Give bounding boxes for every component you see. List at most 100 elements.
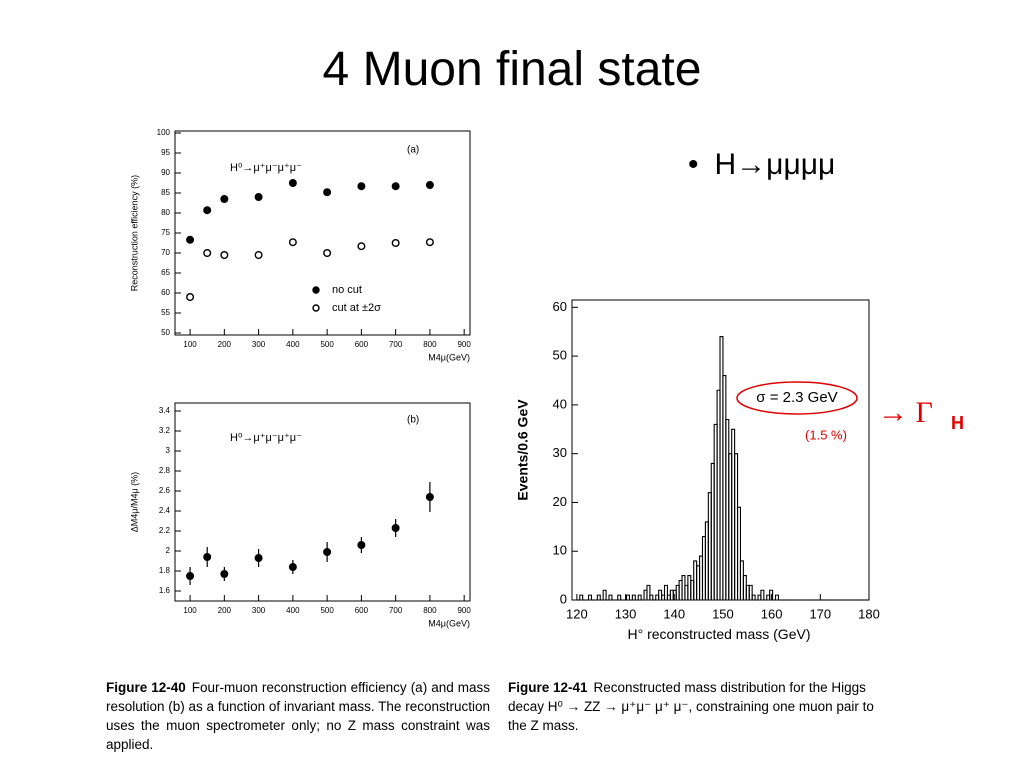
histogram-bin xyxy=(631,594,636,600)
data-point xyxy=(357,182,366,191)
histogram-bin xyxy=(588,594,593,600)
x-tick-label: 700 xyxy=(389,340,403,349)
data-point xyxy=(288,178,297,187)
y-tick-label: 50 xyxy=(161,328,170,337)
y-tick-label: 85 xyxy=(161,188,170,197)
histogram-bin xyxy=(608,594,613,600)
x-tick-label: 300 xyxy=(252,606,266,615)
histogram-bin xyxy=(617,594,622,600)
y-tick-label: 80 xyxy=(161,208,170,217)
x-tick-label: 130 xyxy=(615,606,637,621)
x-axis-label: M4μ(GeV) xyxy=(428,619,470,629)
x-tick-label: 600 xyxy=(355,340,369,349)
y-tick-label: 55 xyxy=(161,308,170,317)
data-point xyxy=(425,493,434,502)
x-tick-label: 700 xyxy=(389,606,403,615)
x-tick-label: 140 xyxy=(663,606,685,621)
data-point xyxy=(391,524,400,533)
legend-marker xyxy=(312,286,320,294)
panel-label: (a) xyxy=(407,145,419,156)
plot-frame xyxy=(174,130,471,336)
histogram-bin xyxy=(602,589,607,600)
highlight-ellipse xyxy=(736,381,858,415)
x-tick-label: 150 xyxy=(712,606,734,621)
y-tick-label: 40 xyxy=(553,396,567,411)
x-tick-label: 100 xyxy=(183,606,197,615)
y-tick-label: 3.4 xyxy=(159,406,171,415)
gamma-arrow: → Γ xyxy=(878,396,933,429)
y-tick-label: 2.8 xyxy=(159,466,171,475)
histogram-bin xyxy=(646,584,651,600)
data-point xyxy=(391,182,400,191)
x-tick-label: 200 xyxy=(218,606,232,615)
annotation: H⁰→μ⁺μ⁻μ⁺μ⁻ xyxy=(230,432,302,444)
data-point xyxy=(288,238,297,247)
data-point xyxy=(203,248,212,257)
y-tick-label: 1.8 xyxy=(159,566,171,575)
histogram-bin xyxy=(751,594,756,600)
y-tick-label: 10 xyxy=(553,543,567,558)
data-point xyxy=(186,293,195,302)
histogram-bin xyxy=(748,584,753,600)
slide-title: 4 Muon final state xyxy=(322,43,702,96)
data-point xyxy=(186,235,195,244)
plot-frame xyxy=(174,402,471,602)
caption-label: Figure 12-40 xyxy=(106,680,186,695)
histogram-bin xyxy=(736,506,742,600)
caption: Figure 12-40 Four-muon reconstruction eff… xyxy=(106,678,490,754)
data-point xyxy=(186,572,195,581)
data-point xyxy=(288,563,297,572)
y-tick-label: 30 xyxy=(553,445,567,460)
x-axis-label: M4μ(GeV) xyxy=(428,353,470,363)
x-tick-label: 300 xyxy=(252,340,266,349)
x-tick-label: 170 xyxy=(809,606,831,621)
data-point xyxy=(220,570,229,579)
data-point xyxy=(220,194,229,203)
y-tick-label: 0 xyxy=(560,591,567,606)
y-tick-label: 60 xyxy=(553,299,567,314)
y-tick-label: 50 xyxy=(553,348,567,363)
y-axis-label: ΔM4μ/M4μ (%) xyxy=(129,472,139,532)
data-point xyxy=(254,554,263,563)
histogram-bin xyxy=(769,589,774,600)
y-tick-label: 1.6 xyxy=(159,586,171,595)
legend-label: cut at ±2σ xyxy=(332,302,381,314)
data-point xyxy=(425,238,434,247)
x-tick-label: 400 xyxy=(286,340,300,349)
y-axis-label: Reconstruction efficiency (%) xyxy=(129,175,139,291)
x-tick-label: 200 xyxy=(218,340,232,349)
annotation: (1.5 %) xyxy=(805,427,847,442)
x-tick-label: 500 xyxy=(320,340,334,349)
gamma-sub: H xyxy=(951,413,964,433)
x-tick-label: 100 xyxy=(183,340,197,349)
caption-label: Figure 12-41 xyxy=(508,680,588,695)
y-tick-label: 95 xyxy=(161,148,170,157)
histogram-bin xyxy=(625,594,631,600)
x-tick-label: 900 xyxy=(457,340,471,349)
data-point xyxy=(203,553,212,562)
legend-marker xyxy=(312,304,320,312)
data-point xyxy=(323,548,332,557)
y-tick-label: 75 xyxy=(161,228,170,237)
caption-text: Four-muon reconstruction efficiency (a) … xyxy=(106,680,490,752)
x-axis-label: H° reconstructed mass (GeV) xyxy=(628,626,811,642)
data-point xyxy=(323,188,332,197)
y-tick-label: 2.6 xyxy=(159,486,171,495)
data-point xyxy=(391,238,400,247)
histogram-bin xyxy=(760,589,765,600)
bullet: H→μμμμ xyxy=(688,148,836,182)
x-tick-label: 400 xyxy=(286,606,300,615)
y-axis-label: Events/0.6 GeV xyxy=(515,399,531,501)
x-tick-label: 900 xyxy=(457,606,471,615)
y-tick-label: 2 xyxy=(166,546,171,555)
histogram-bin xyxy=(637,594,642,600)
caption: Figure 12-41 Reconstructed mass distribut… xyxy=(508,678,892,735)
y-tick-label: 65 xyxy=(161,268,170,277)
y-tick-label: 20 xyxy=(553,494,567,509)
x-tick-label: 120 xyxy=(566,606,588,621)
data-point xyxy=(357,541,366,550)
data-point xyxy=(323,248,332,257)
x-tick-label: 160 xyxy=(761,606,783,621)
